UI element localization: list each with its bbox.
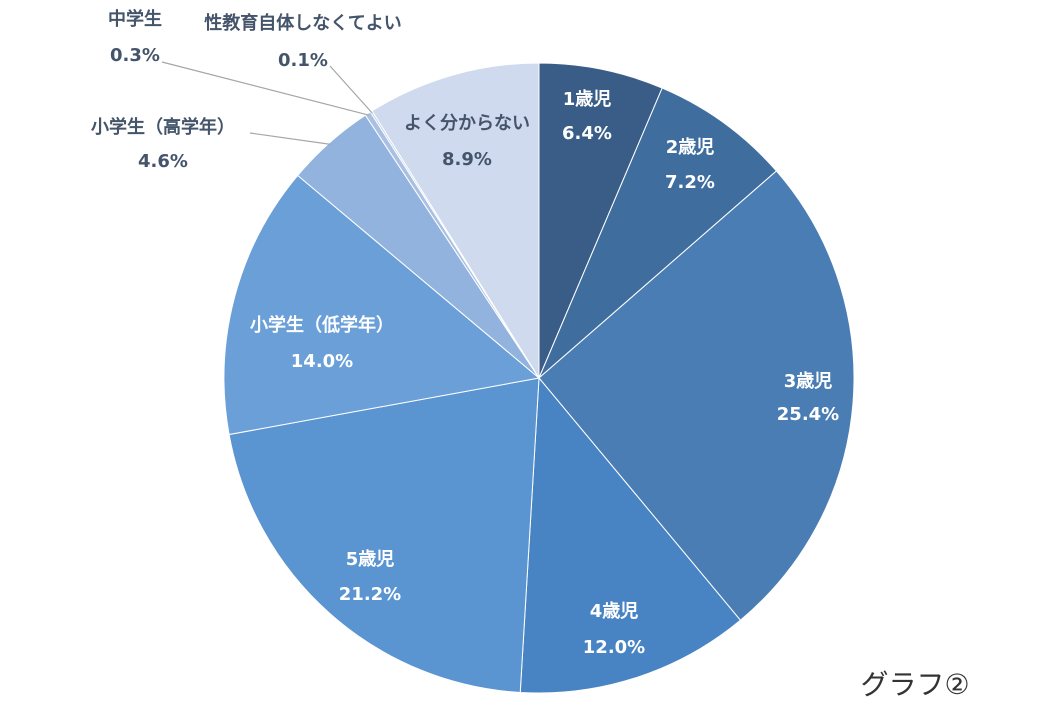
annotation: グラフ② — [860, 668, 969, 701]
slice-label: 性教育自体しなくてよい — [204, 12, 401, 34]
slice-value-label: 14.0% — [291, 351, 353, 372]
pie-slice — [371, 62, 540, 380]
slice-value-label: 7.2% — [665, 172, 715, 193]
slice-value-label: 25.4% — [777, 404, 839, 425]
leader-line — [249, 132, 331, 145]
slice-value-label: 21.2% — [339, 584, 401, 605]
slice-value-label: 6.4% — [562, 123, 612, 144]
slice-label: 中学生 — [108, 8, 162, 30]
pie-slice — [538, 87, 778, 379]
pie-slice — [538, 62, 663, 379]
pie-slice — [538, 170, 855, 621]
pie-slice — [228, 377, 540, 693]
slice-label: 4歳児 — [590, 601, 639, 622]
slice-label: よく分からない — [404, 113, 530, 134]
slice-label: 小学生（低学年） — [250, 314, 394, 336]
slice-value-label: 8.9% — [442, 149, 492, 170]
slice-value-label: 12.0% — [583, 637, 645, 658]
pie-slice — [223, 174, 541, 436]
leader-line — [329, 65, 373, 114]
slice-label: 2歳児 — [666, 137, 715, 158]
slice-label: 小学生（高学年） — [91, 116, 235, 138]
slice-value-label: 0.3% — [110, 45, 160, 66]
slice-label: 5歳児 — [346, 549, 395, 570]
pie-slice — [519, 376, 742, 694]
slice-label: 3歳児 — [784, 371, 833, 392]
slice-value-label: 4.6% — [138, 151, 188, 172]
slice-label: 1歳児 — [563, 89, 612, 110]
leader-line — [161, 61, 370, 116]
slice-value-label: 0.1% — [278, 50, 328, 71]
